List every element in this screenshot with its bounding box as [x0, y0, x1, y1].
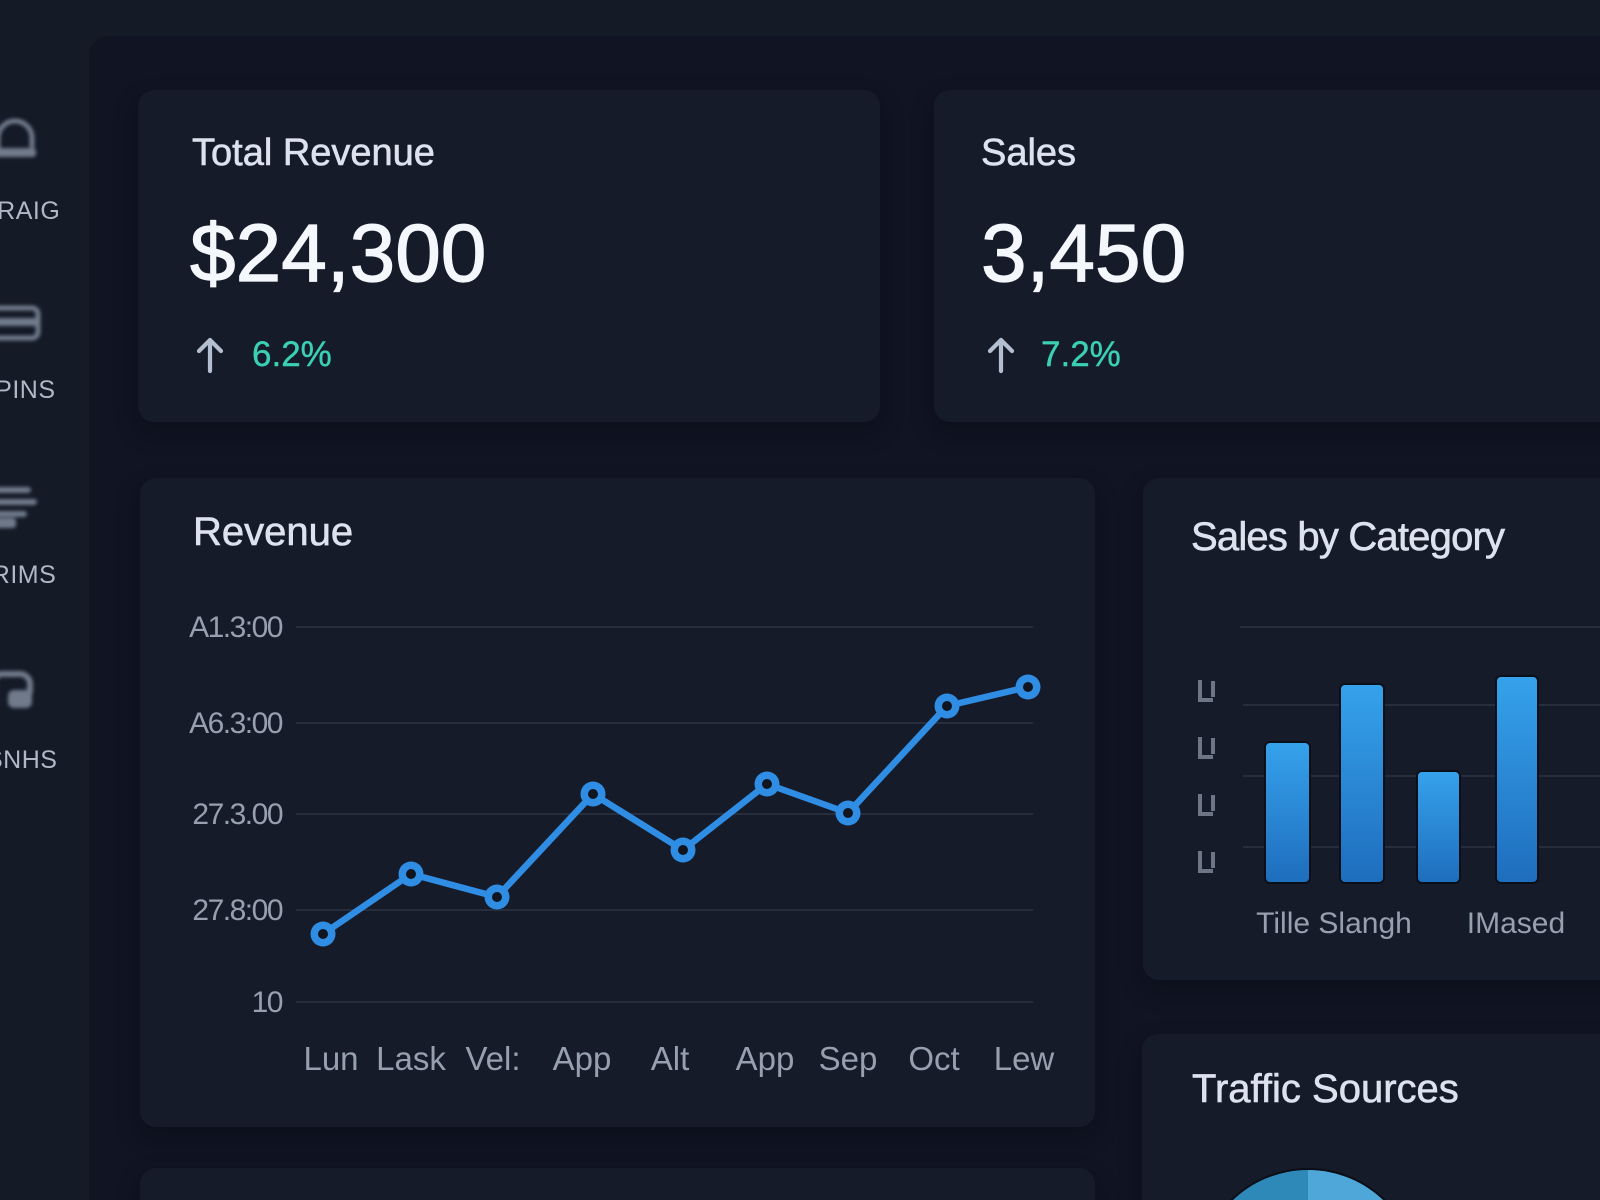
svg-text:Vel:: Vel: — [465, 1040, 520, 1077]
svg-text:App: App — [736, 1040, 795, 1077]
svg-text:Tille Slangh: Tille Slangh — [1256, 907, 1412, 940]
svg-text:Oct: Oct — [908, 1040, 959, 1077]
svg-text:10: 10 — [252, 986, 283, 1019]
svg-text:IMased: IMased — [1467, 907, 1565, 940]
svg-text:Lask: Lask — [376, 1040, 446, 1077]
svg-text:Alt: Alt — [651, 1040, 690, 1077]
svg-text:Lew: Lew — [994, 1040, 1055, 1077]
svg-text:A6.3:00: A6.3:00 — [189, 707, 283, 740]
svg-text:Lun: Lun — [303, 1040, 358, 1077]
svg-text:A1.3:00: A1.3:00 — [189, 611, 283, 644]
svg-text:27.3.00: 27.3.00 — [192, 798, 282, 831]
svg-text:App: App — [553, 1040, 612, 1077]
svg-text:27.8:00: 27.8:00 — [192, 894, 282, 927]
svg-text:Sep: Sep — [819, 1040, 878, 1077]
